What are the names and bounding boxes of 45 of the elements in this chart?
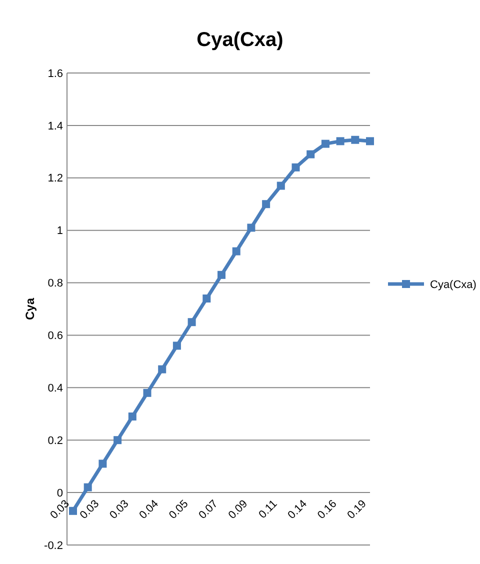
point [143,388,152,397]
point [218,270,226,279]
y-tick-label: 0.2 [48,434,63,447]
x-tick-label: 0.16 [316,498,340,522]
y-tick-label: 1.4 [48,120,63,132]
point [84,483,92,492]
y-tick-label: -0.2 [44,540,63,552]
x-tick-label: 0.11 [256,498,280,521]
point [188,318,196,326]
x-tick-label: 0.03 [78,498,102,522]
point [276,182,285,190]
point [292,163,300,172]
x-tick-label: 0.04 [137,498,161,522]
y-tick-label: 0.4 [48,382,63,395]
y-tick-label: 0 [56,487,63,500]
y-tick-label: 0.8 [48,278,63,290]
x-tick-label: 0.09 [226,498,250,522]
legend-label: Cya(Cxa) [430,278,476,291]
point [69,506,77,515]
point [351,136,360,144]
x-tick-label: 0.19 [345,498,369,522]
y-tick-label: 1.6 [48,68,63,80]
point [336,137,344,146]
x-tick-label: 0.03 [108,498,132,522]
x-tick-label: 0.03 [48,498,72,522]
y-tick-label: 1.2 [48,172,63,185]
point [306,150,315,158]
chart-title: Cya(Cxa) [196,29,284,51]
y-tick-label: 1 [56,225,63,238]
point [366,137,374,146]
point [321,140,330,148]
point [202,294,211,303]
point [232,247,240,256]
point [128,412,136,421]
point [158,365,166,374]
y-tick-label: 0.6 [48,330,63,342]
point [262,200,270,208]
y-axis-title: Cya [23,298,37,320]
point [247,224,256,232]
point [98,460,107,468]
x-tick-label: 0.14 [286,498,310,522]
point [172,342,181,350]
x-tick-label: 0.07 [196,498,220,522]
point [114,436,122,444]
x-tick-label: 0.05 [167,498,191,522]
